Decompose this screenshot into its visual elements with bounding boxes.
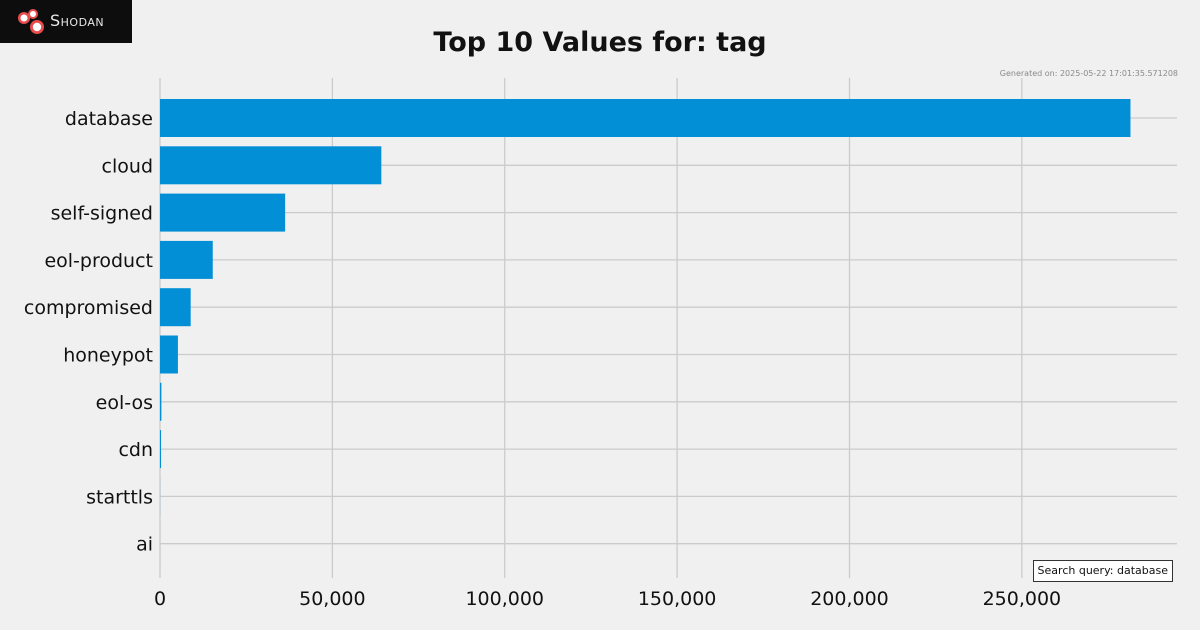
chart-title: Top 10 Values for: tag [433,27,767,58]
x-tick-label: 200,000 [810,588,889,610]
y-tick-label: database [65,108,153,130]
bar-eol-product [160,240,213,279]
bar-compromised [160,288,191,327]
y-tick-label: starttls [86,486,153,508]
y-tick-label: eol-os [96,392,153,414]
y-tick-label: ai [136,534,153,556]
generated-timestamp: Generated on: 2025-05-22 17:01:35.571208 [999,69,1178,78]
bar-self-signed [160,193,286,232]
y-tick-label: compromised [24,297,153,319]
shodan-logo-icon [18,9,44,34]
bar-cloud [160,146,382,185]
search-query-box: Search query: database [1032,560,1173,582]
x-tick-label: 100,000 [465,588,544,610]
y-tick-label: cdn [118,439,153,461]
x-tick-label: 250,000 [983,588,1062,610]
y-tick-label: self-signed [51,203,153,225]
y-tick-label: cloud [102,155,153,177]
bar-eol-os [160,382,162,421]
x-tick-label: 150,000 [638,588,717,610]
x-tick-label: 50,000 [299,588,365,610]
y-tick-label: honeypot [63,345,153,367]
bar-cdn [160,430,162,469]
brand-name: Shodan [50,11,105,30]
shodan-logo[interactable]: Shodan [0,0,132,43]
bar-database [160,99,1131,137]
bar-honeypot [160,335,178,374]
x-tick-label: 0 [154,588,166,610]
y-tick-label: eol-product [44,250,153,272]
